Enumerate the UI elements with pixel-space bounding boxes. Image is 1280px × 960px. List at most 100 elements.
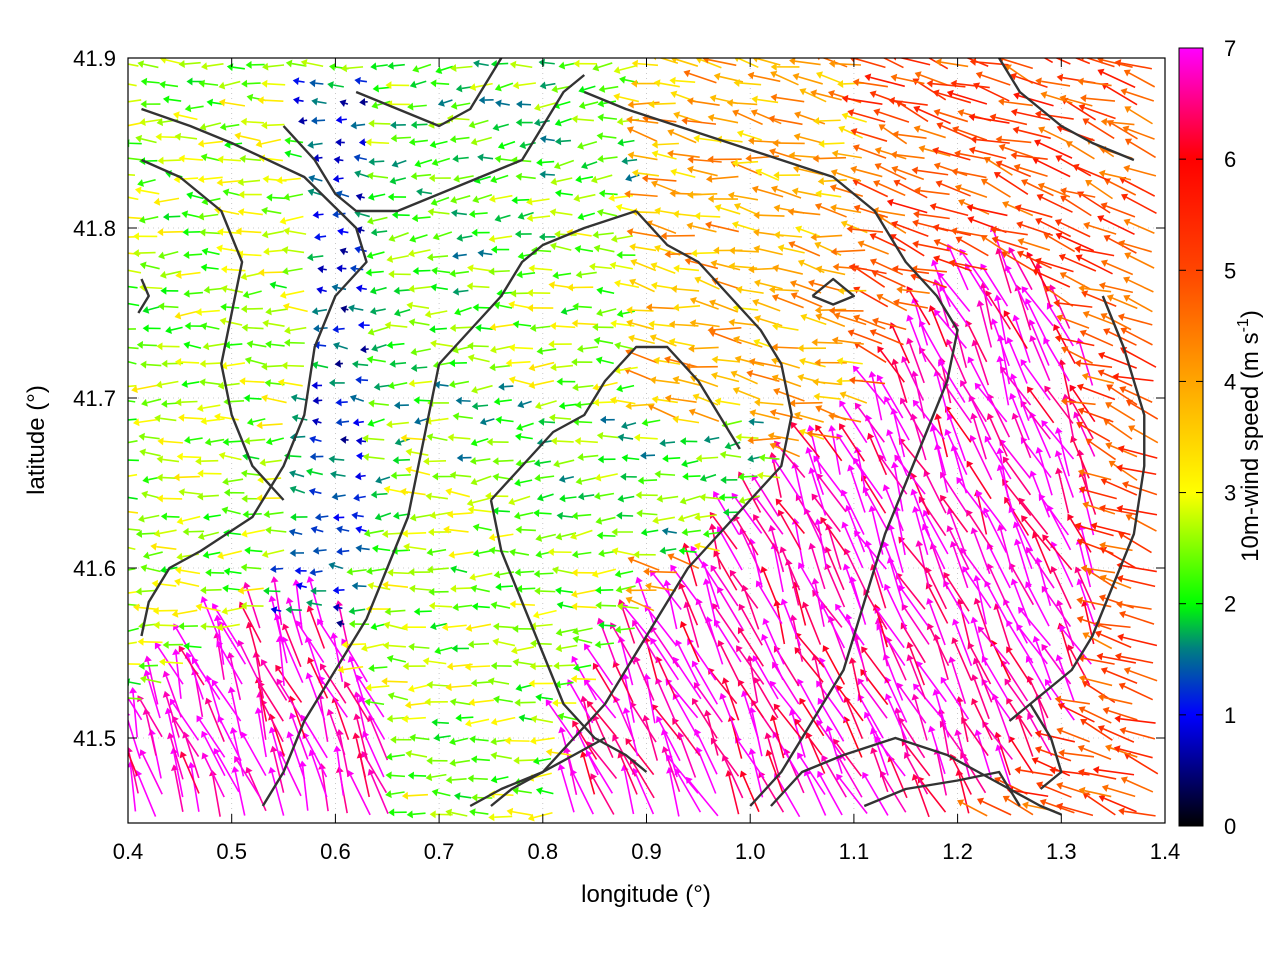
wind-vector [512, 624, 533, 633]
wind-vector [651, 395, 678, 404]
wind-vector [853, 314, 886, 330]
wind-vector [946, 525, 970, 570]
wind-vector [535, 786, 554, 795]
wind-vector [643, 567, 677, 576]
wind-vector [197, 531, 220, 541]
wind-vector [553, 661, 576, 670]
wind-vector [924, 566, 948, 610]
wind-vector [128, 418, 137, 421]
wind-vector [142, 305, 160, 314]
wind-vector [950, 227, 987, 238]
wind-vector [392, 456, 410, 465]
wind-vector [1056, 727, 1090, 743]
wind-vector [196, 492, 219, 501]
wind-vector [691, 660, 719, 705]
wind-vector [560, 307, 578, 315]
wind-vector [795, 225, 820, 237]
wind-vector [158, 302, 179, 311]
wind-vector [493, 570, 515, 579]
wind-vector [306, 576, 324, 625]
wind-vector [268, 726, 286, 776]
wind-vector [974, 729, 992, 778]
wind-vector [1092, 765, 1135, 776]
wind-vector [466, 497, 490, 507]
wind-vector [390, 471, 411, 480]
wind-vector [1027, 386, 1055, 424]
wind-vector [970, 616, 987, 666]
wind-vector [132, 232, 158, 241]
wind-vector [574, 245, 594, 254]
wind-vector [758, 453, 780, 462]
wind-vector [853, 446, 868, 497]
wind-vector [737, 472, 758, 481]
wind-vector [241, 323, 264, 332]
wind-vector [554, 680, 574, 689]
wind-vector [426, 548, 447, 556]
wind-vector [139, 448, 161, 457]
wind-vector [508, 376, 534, 386]
wind-vector [156, 342, 180, 351]
wind-vector [1078, 674, 1113, 687]
wind-vector [901, 603, 930, 645]
wind-vector [281, 246, 305, 255]
wind-vector [884, 693, 908, 740]
wind-vector [430, 339, 453, 348]
wind-vector [592, 662, 618, 703]
wind-vector [689, 319, 720, 328]
wind-vector [1081, 372, 1115, 384]
wind-vector [688, 408, 720, 423]
wind-vector [384, 321, 408, 330]
wind-vector [129, 686, 139, 738]
wind-vector [1054, 695, 1090, 705]
wind-vector [138, 514, 160, 523]
wind-vector [741, 584, 760, 630]
wind-vector [332, 513, 345, 522]
wind-vector [269, 565, 284, 574]
wind-vector [866, 432, 888, 476]
wind-vector [718, 493, 738, 502]
wind-vector [487, 677, 510, 686]
wind-vector [138, 215, 159, 224]
wind-vector [514, 568, 535, 577]
colorbar-tick-label: 7 [1224, 36, 1236, 61]
wind-vector [1006, 646, 1032, 686]
wind-vector [842, 563, 863, 612]
wind-vector [633, 656, 655, 701]
wind-vector [681, 459, 699, 468]
wind-vector [364, 698, 385, 707]
wind-vector [466, 282, 490, 291]
wind-vector [259, 458, 282, 467]
wind-vector [911, 693, 928, 741]
wind-vector [1036, 781, 1072, 798]
wind-vector [938, 359, 966, 404]
wind-vector [679, 620, 700, 663]
wind-vector [246, 340, 267, 349]
colorbar-tick-label: 0 [1224, 814, 1236, 839]
wind-vector [652, 516, 676, 525]
wind-vector [613, 696, 636, 742]
wind-vector [533, 459, 552, 467]
y-axis-label: latitude (°) [23, 385, 50, 495]
wind-vector [967, 356, 993, 402]
wind-vector [362, 434, 385, 443]
wind-vector [467, 341, 489, 350]
wind-vector [810, 233, 843, 242]
wind-vector [138, 661, 158, 670]
wind-vectors [128, 58, 1159, 822]
x-tick-label: 1.2 [942, 839, 973, 864]
wind-vector [316, 286, 327, 295]
wind-vector [628, 334, 655, 345]
wind-vector [200, 586, 222, 595]
wind-vector [1100, 477, 1138, 496]
wind-vector [1012, 521, 1033, 570]
wind-vector [813, 392, 841, 401]
wind-vector [906, 337, 925, 384]
wind-vector [401, 714, 426, 723]
wind-vector [403, 543, 427, 551]
wind-vector [555, 586, 573, 595]
wind-vector [366, 355, 386, 364]
wind-vector [733, 335, 763, 348]
wind-vector [1048, 284, 1071, 329]
wind-vector [197, 212, 219, 221]
wind-vector [181, 210, 200, 219]
